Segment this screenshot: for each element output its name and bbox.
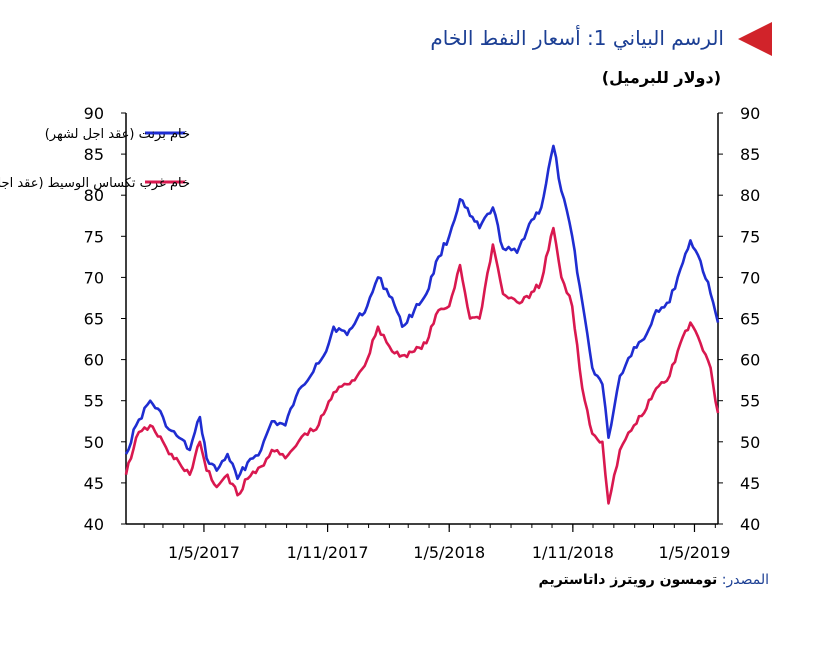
y-tick-label-left: 70 [84,268,104,287]
y-tick-label-left: 80 [84,186,104,205]
y-tick-label-right: 45 [740,474,760,493]
y-tick-label-right: 40 [740,515,760,534]
y-tick-label-left: 45 [84,474,104,493]
x-tick-label: 1/11/2018 [532,543,614,562]
chart-subtitle: (دولار للبرميل) [601,68,721,87]
y-tick-label-left: 50 [84,433,104,452]
x-tick-label: 1/5/2017 [168,543,240,562]
y-tick-label-left: 90 [84,104,104,123]
title-area: الرسم البياني 1: أسعار النفط الخام [400,22,772,56]
y-tick-label-right: 70 [740,268,760,287]
y-tick-label-right: 65 [740,310,760,329]
x-tick-label: 1/5/2019 [659,543,731,562]
y-tick-label-left: 55 [84,392,104,411]
brent-series-line [124,144,720,481]
legend-wti-label: خام غرب تكساس الوسيط (عقد اجل لشهر) [0,176,190,191]
y-tick-label-left: 60 [84,351,104,370]
y-tick-label-right: 50 [740,433,760,452]
y-tick-label-right: 55 [740,392,760,411]
y-tick-label-left: 40 [84,515,104,534]
source-text: تومسون رويترز داتاستريم [538,572,718,588]
y-tick-label-right: 90 [740,104,760,123]
wti-series-line [124,226,720,505]
source-note: المصدر: تومسون رويترز داتاستريم [538,572,769,588]
title-marker-triangle-icon [738,22,772,56]
x-tick-label: 1/5/2018 [413,543,485,562]
y-tick-label-left: 65 [84,310,104,329]
y-tick-label-left: 85 [84,145,104,164]
legend-brent-label: خام برنت (عقد اجل لشهر) [45,127,190,142]
x-tick-label: 1/11/2017 [287,543,369,562]
chart-title: الرسم البياني 1: أسعار النفط الخام [430,26,724,50]
y-tick-label-right: 85 [740,145,760,164]
y-tick-label-right: 80 [740,186,760,205]
y-tick-label-right: 60 [740,351,760,370]
source-label: المصدر: [721,572,769,588]
y-tick-label-left: 75 [84,227,104,246]
y-tick-label-right: 75 [740,227,760,246]
